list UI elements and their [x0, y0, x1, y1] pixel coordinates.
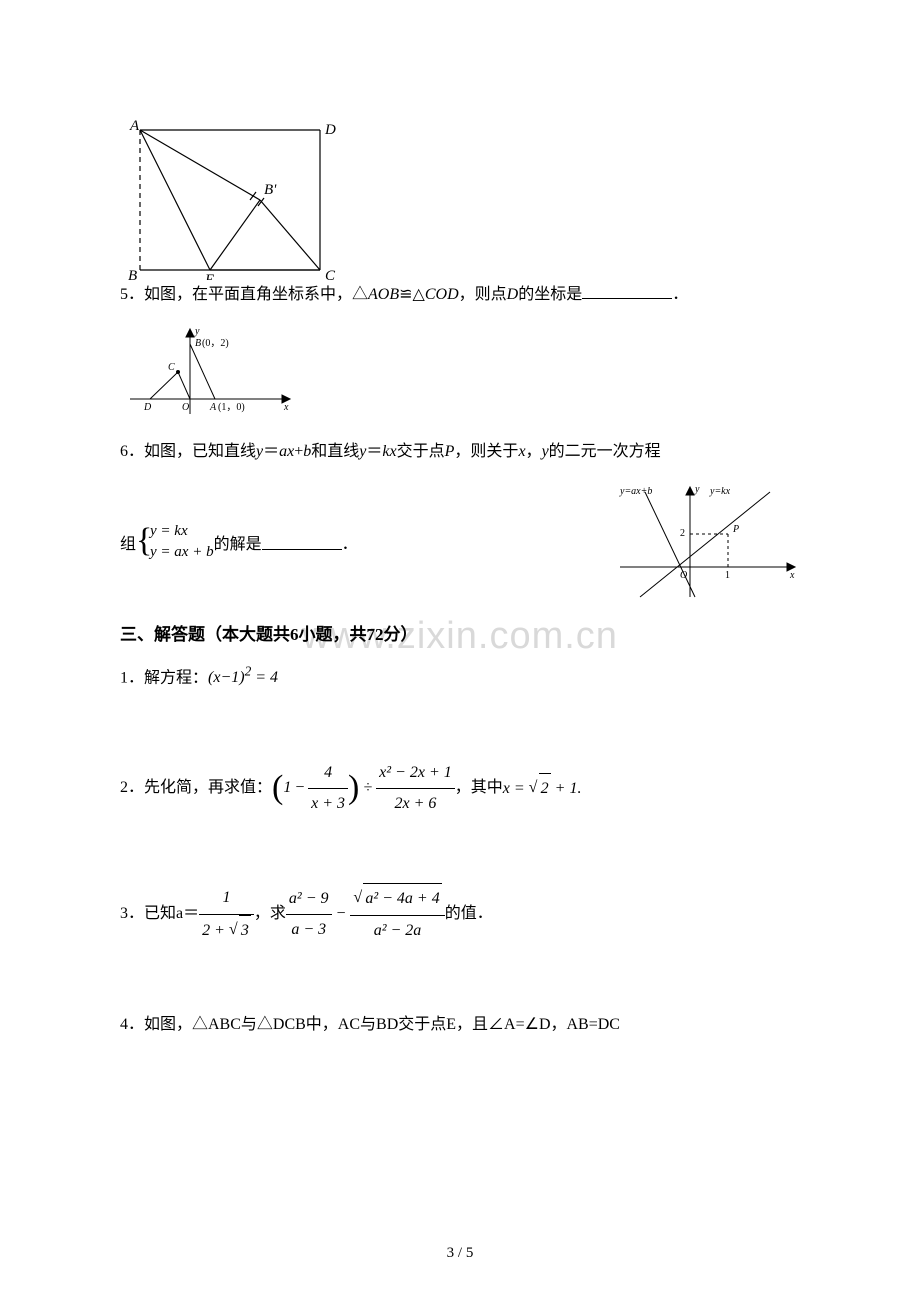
label-two: 2	[680, 528, 685, 539]
problem-3-3: 3．已知a＝ 12 + 3 ，求 a² − 9a − 3 − a² − 4a +…	[120, 883, 800, 946]
problem-5: 5．如图，在平面直角坐标系中，△AOB≌△COD，则点D的坐标是．	[120, 280, 800, 310]
label-one: 1	[725, 570, 730, 581]
label-O: O	[182, 402, 189, 413]
label-C5: C	[168, 362, 175, 373]
blank-q5	[582, 283, 672, 299]
label-l2: y=kx	[709, 486, 731, 497]
label-x: x	[283, 402, 289, 413]
label-l1: y=ax+b	[619, 486, 652, 497]
label-A5-coord: (1，0)	[218, 402, 245, 413]
problem-3-4: 4．如图，△ABC与△DCB中，AC与BD交于点E，且∠A=∠D，AB=DC	[120, 1010, 800, 1040]
label-D5: D	[143, 402, 152, 413]
label-O6: O	[680, 570, 687, 581]
label-B: B	[128, 268, 137, 280]
label-C: C	[325, 268, 336, 280]
problem-3-1: 1．解方程：(x−1)2 = 4	[120, 659, 800, 694]
label-E: E	[204, 272, 214, 280]
equation-system: y = kx y = ax + b	[136, 521, 214, 563]
figure-coordinate-q5: O x y A (1，0) B (0，2) C D	[120, 324, 300, 419]
label-x6: x	[789, 570, 795, 581]
label-B5: B	[195, 338, 201, 349]
blank-q6	[262, 534, 342, 550]
figure-square-fold: A D B C E B'	[120, 120, 340, 280]
problem-6: 6．如图，已知直线y＝ax+b和直线y＝kx交于点P，则关于x，y的二元一次方程	[120, 437, 800, 467]
problem-6-row2: 组 y = kx y = ax + b 的解是． O x y	[120, 482, 800, 602]
label-y6: y	[694, 484, 700, 495]
label-P6: P	[732, 524, 739, 535]
label-y: y	[194, 326, 200, 337]
problem-3-2: 2．先化简，再求值： ( 1− 4x + 3 ) ÷ x² − 2x + 12x…	[120, 758, 800, 820]
label-A5: A	[209, 402, 217, 413]
label-Bprime: B'	[264, 182, 277, 198]
section-3-title: 三、解答题（本大题共6小题，共72分）	[120, 620, 800, 645]
label-D: D	[324, 122, 336, 138]
label-A: A	[129, 120, 140, 134]
page-footer: 3 / 5	[0, 1245, 920, 1262]
page-content: A D B C E B' 5．如图，在平面直角坐标系中，△AOB≌△COD，则点…	[0, 0, 920, 1040]
figure-lines-q6: O x y P 1 2 y=ax+b y=kx	[600, 482, 800, 602]
label-B5-coord: (0，2)	[202, 338, 229, 349]
